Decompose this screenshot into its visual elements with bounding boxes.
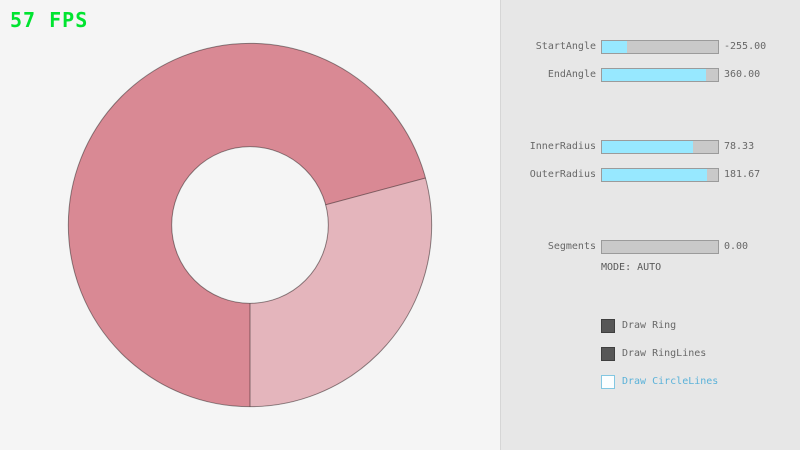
outer-radius-slider[interactable] (601, 168, 719, 182)
ring-drawing (67, 42, 433, 408)
checkbox-draw-ringlines[interactable]: Draw RingLines (601, 346, 706, 362)
slider-row-inner-radius: InnerRadius 78.33 (501, 140, 800, 154)
slider-label: Segments (547, 241, 596, 252)
fps-counter: 57 FPS (10, 8, 89, 32)
slider-value: 0.00 (724, 241, 749, 252)
slider-fill (602, 41, 628, 53)
ring-outer-outline (67, 42, 433, 408)
slider-row-segments: Segments 0.00 (501, 240, 800, 254)
slider-label: OuterRadius (529, 169, 596, 180)
slider-label: InnerRadius (529, 141, 596, 152)
checkbox-box-checked[interactable] (601, 347, 615, 361)
slider-row-start-angle: StartAngle -255.00 (501, 40, 800, 54)
checkbox-box-checked[interactable] (601, 319, 615, 333)
slider-label: StartAngle (535, 41, 596, 52)
slider-row-outer-radius: OuterRadius 181.67 (501, 168, 800, 182)
inner-radius-slider[interactable] (601, 140, 719, 154)
slider-label: EndAngle (547, 69, 596, 80)
checkbox-label: Draw RingLines (622, 348, 707, 359)
slider-row-end-angle: EndAngle 360.00 (501, 68, 800, 82)
ring-light-sector (250, 177, 432, 407)
slider-fill (602, 169, 708, 181)
checkbox-label: Draw Ring (622, 320, 677, 331)
slider-value: 360.00 (724, 69, 761, 80)
ring-edge-line-right (325, 177, 426, 206)
checkbox-label: Draw CircleLines (622, 376, 719, 387)
segments-slider[interactable] (601, 240, 719, 254)
ring-inner-outline (171, 146, 329, 304)
slider-value: 181.67 (724, 169, 761, 180)
slider-value: -255.00 (724, 41, 767, 52)
slider-value: 78.33 (724, 141, 755, 152)
checkbox-box-unchecked[interactable] (601, 375, 615, 389)
start-angle-slider[interactable] (601, 40, 719, 54)
checkbox-draw-circlelines[interactable]: Draw CircleLines (601, 374, 718, 390)
checkbox-draw-ring[interactable]: Draw Ring (601, 318, 676, 334)
end-angle-slider[interactable] (601, 68, 719, 82)
slider-fill (602, 69, 707, 81)
slider-fill (602, 141, 693, 153)
controls-panel: StartAngle -255.00 EndAngle 360.00 Inner… (500, 0, 800, 450)
ring-canvas: 57 FPS (10, 8, 433, 408)
mode-text: MODE: AUTO (601, 262, 662, 273)
